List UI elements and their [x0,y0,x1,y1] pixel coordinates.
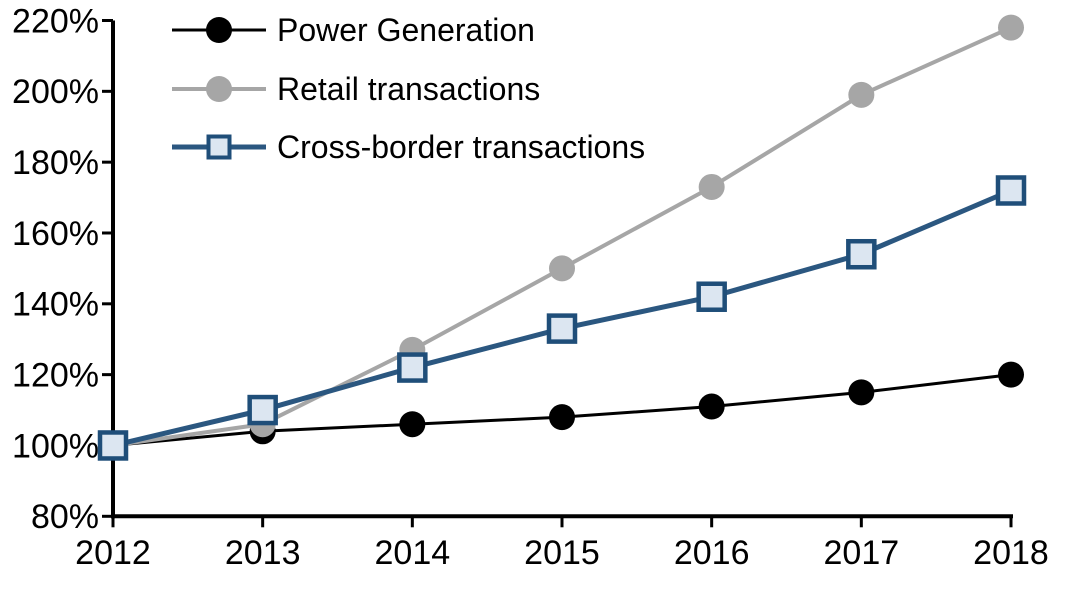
x-tick-label: 2014 [375,534,451,572]
x-tick-label: 2015 [524,534,600,572]
marker-retail-transactions-2017 [848,81,875,108]
marker-power-generation-2015 [549,404,575,431]
marker-power-generation-2014 [399,411,426,438]
marker-cross-border-transactions-2018 [995,175,1027,206]
marker-cross-border-transactions-2012 [97,430,129,461]
marker-cross-border-transactions-2015 [546,313,578,344]
y-tick-label: 100% [12,427,99,465]
y-tick-label: 180% [12,144,99,182]
y-tick-label: 80% [31,498,99,536]
marker-retail-transactions-2015 [549,255,575,282]
marker-cross-border-transactions-2016 [696,281,727,312]
y-tick-label: 120% [12,357,99,395]
x-tick-label: 2013 [225,534,301,572]
marker-cross-border-transactions-2017 [846,238,877,270]
y-tick-label: 220% [12,2,99,40]
x-tick-label: 2016 [674,534,750,572]
series-line-retail-transactions [112,25,1012,448]
x-tick-label: 2017 [824,534,900,572]
marker-power-generation-2016 [698,393,725,420]
marker-retail-transactions-2018 [998,14,1024,41]
marker-cross-border-transactions-2014 [397,352,428,383]
y-tick-label: 160% [12,215,99,253]
y-tick-label: 140% [12,286,99,324]
marker-cross-border-transactions-2013 [247,394,278,426]
marker-retail-transactions-2016 [698,173,725,200]
y-tick-label: 200% [12,73,99,111]
series-power-generation [100,361,1024,459]
x-tick-label: 2012 [75,534,151,572]
series-cross-border-transactions [97,175,1027,461]
marker-power-generation-2017 [848,379,875,406]
marker-power-generation-2018 [998,361,1024,388]
series-retail-transactions [100,14,1024,459]
x-tick-label: 2018 [973,534,1049,572]
